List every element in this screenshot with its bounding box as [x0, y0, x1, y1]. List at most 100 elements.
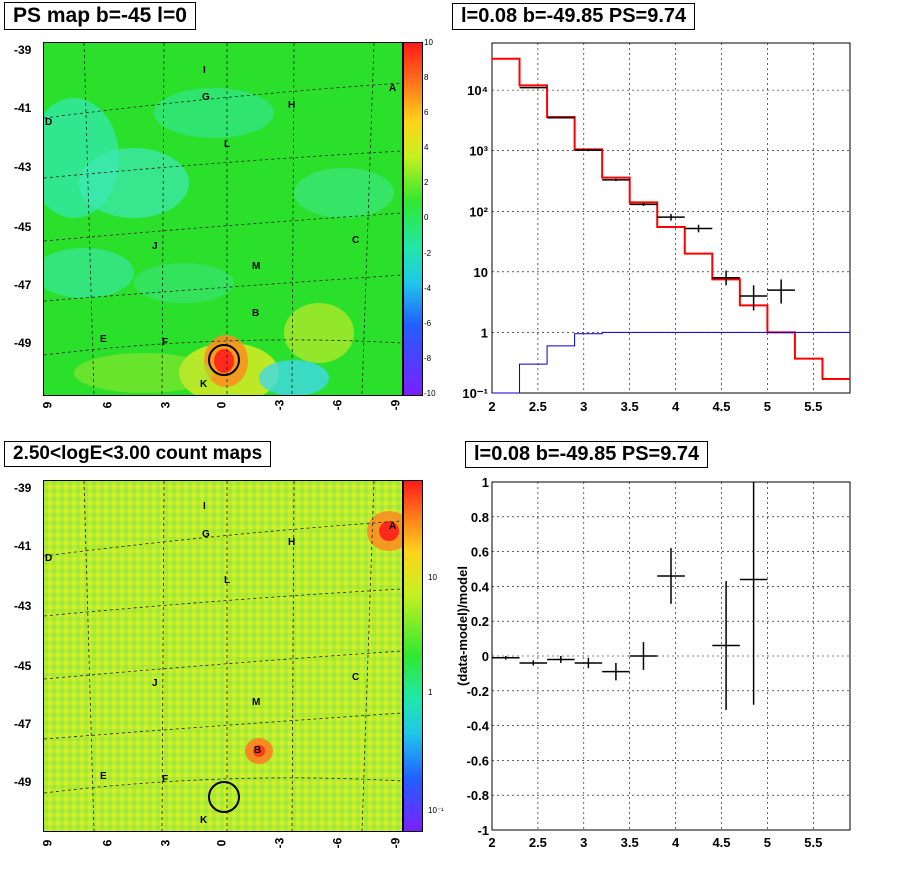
source-label-i: I	[203, 65, 206, 76]
ps-colorbar-tick: 6	[424, 108, 429, 118]
residual-x-tick: 3.5	[621, 835, 639, 850]
source-label-g: G	[202, 92, 210, 103]
residual-y-axis-label: (data-model)/model	[455, 566, 470, 686]
residual-y-tick: 0.4	[471, 579, 490, 594]
residual-y-tick: -0.2	[467, 684, 489, 699]
source-label-i: I	[203, 501, 206, 512]
source-label-b: B	[252, 308, 260, 319]
spectrum-x-tick: 4	[672, 399, 680, 414]
residual-x-tick: 5.5	[804, 835, 822, 850]
ps-colorbar-tick: -2	[424, 248, 432, 258]
ps-y-tick: -47	[14, 278, 32, 292]
source-label-a: A	[389, 83, 397, 94]
ps-colorbar-tick: -8	[424, 353, 432, 363]
residual-x-tick: 4	[672, 835, 680, 850]
ps-y-tick: -41	[14, 101, 32, 115]
ps-x-tick: -6	[330, 399, 345, 411]
ps-x-tick: -3	[272, 399, 287, 411]
residual-y-tick: 0.6	[471, 545, 489, 560]
ps-x-tick: 9	[40, 401, 55, 409]
residual-y-tick: -0.8	[467, 788, 489, 803]
count-x-tick: -9	[388, 837, 403, 849]
count-y-tick: -39	[14, 481, 32, 495]
source-label-k: K	[200, 815, 208, 826]
source-label-g: G	[202, 529, 210, 540]
count-y-tick: -43	[14, 599, 32, 613]
spectrum-x-tick: 2	[488, 399, 495, 414]
ps-colorbar-tick: 2	[424, 178, 429, 188]
source-label-m: M	[252, 261, 261, 272]
map-title-counts: 2.50<logE<3.00 count maps	[4, 441, 272, 467]
ps-map: A B C D E F G H I J K L M	[43, 42, 403, 396]
count-y-tick: -49	[14, 775, 32, 789]
residual-y-tick: -0.6	[467, 753, 489, 768]
source-label-j: J	[152, 678, 158, 689]
spectrum-chart: 2 2.5 3 3.5 4 4.5 5 5.5 10⁻¹ 1 10 10² 10³ 10⁴	[462, 42, 851, 414]
count-y-tick: -47	[14, 717, 32, 731]
source-label-e: E	[100, 771, 107, 782]
ps-y-tick: -49	[14, 336, 32, 350]
ps-x-tick: 6	[100, 401, 115, 409]
count-x-tick: 0	[214, 839, 229, 847]
residual-y-tick: -1	[477, 823, 489, 838]
ps-x-tick: 0	[214, 401, 229, 409]
source-label-l: L	[224, 139, 231, 150]
residual-y-tick: 1	[482, 475, 489, 490]
count-colorbar-tick: 1	[428, 688, 433, 697]
source-label-f: F	[162, 774, 169, 785]
spectrum-x-tick: 3.5	[621, 399, 639, 414]
ps-colorbar-tick: 0	[424, 213, 429, 223]
count-y-tick: -41	[14, 539, 32, 553]
ps-map-image	[44, 43, 402, 395]
ps-map-panel: A B C D E F G H I J K L M 10 8 6 4 2 0 -…	[0, 0, 450, 440]
background-step-line	[492, 331, 850, 394]
source-label-a: A	[389, 521, 397, 532]
ps-y-tick: -45	[14, 220, 32, 234]
source-label-e: E	[100, 334, 107, 345]
residual-x-tick: 2	[488, 835, 495, 850]
source-label-h: H	[288, 537, 296, 548]
spectrum-y-tick: 10²	[469, 204, 488, 219]
residual-frame	[491, 481, 851, 831]
spectrum-y-tick: 1	[481, 325, 488, 340]
residual-x-tick: 3	[580, 835, 587, 850]
source-label-d: D	[45, 117, 53, 128]
count-map-image	[44, 481, 402, 831]
residual-y-tick: 0.8	[471, 510, 489, 525]
spectrum-frame	[491, 42, 851, 394]
residual-x-tick: 4.5	[712, 835, 730, 850]
spectrum-title: l=0.08 b=-49.85 PS=9.74	[452, 3, 696, 30]
source-label-c: C	[352, 672, 360, 683]
source-label-l: L	[224, 575, 231, 586]
spectrum-y-tick: 10⁴	[467, 83, 488, 98]
residual-y-tick: 0	[482, 649, 489, 664]
residual-chart: 2 2.5 3 3.5 4 4.5 5 5.5 1 0.8 0.6 0.4 0.2 0 -0.2 -0.4 -0…	[455, 475, 851, 850]
map-title-ps: PS map b=-45 l=0	[4, 2, 196, 30]
count-x-tick: -6	[330, 837, 345, 849]
residual-title: l=0.08 b=-49.85 PS=9.74	[465, 441, 709, 468]
ps-map-colorbar	[403, 42, 423, 396]
count-x-tick: 3	[158, 839, 173, 847]
source-label-k: K	[200, 379, 208, 390]
ps-colorbar-tick: 10	[424, 38, 433, 47]
count-map-colorbar	[403, 480, 423, 832]
residual-y-tick: 0.2	[471, 614, 489, 629]
count-map: A B C D E F G H I J K L M	[43, 480, 403, 832]
spectrum-y-tick: 10³	[469, 144, 488, 159]
count-x-tick: 9	[40, 839, 55, 847]
residual-y-tick: -0.4	[467, 719, 490, 734]
ps-colorbar-tick: -10	[424, 388, 436, 398]
ps-x-tick: 3	[158, 401, 173, 409]
count-x-ticks: 9 6 3 0 -3 -6 -9	[0, 836, 450, 866]
ps-x-tick: -9	[388, 399, 403, 411]
ps-y-tick: -43	[14, 160, 32, 174]
ps-colorbar-tick: 8	[424, 73, 429, 83]
spectrum-y-tick: 10	[474, 265, 488, 280]
source-label-d: D	[45, 553, 53, 564]
ps-colorbar-tick: -4	[424, 283, 432, 293]
source-label-j: J	[152, 241, 158, 252]
spectrum-y-tick: 10⁻¹	[462, 386, 488, 401]
source-label-c: C	[352, 235, 360, 246]
count-x-tick: -3	[272, 837, 287, 849]
ps-colorbar-tick: -6	[424, 318, 432, 328]
